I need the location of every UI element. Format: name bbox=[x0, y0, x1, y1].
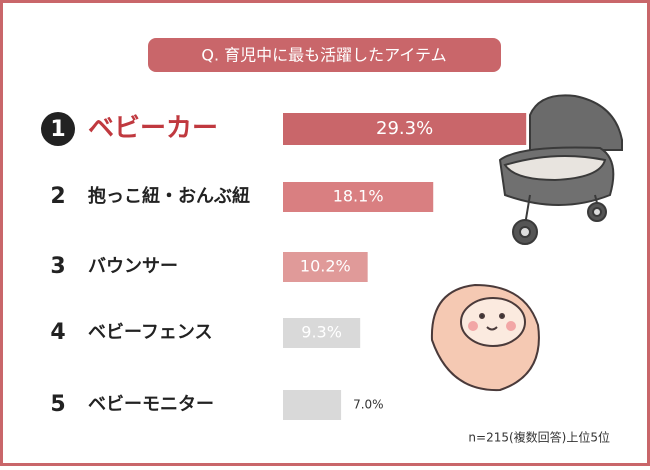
bar bbox=[283, 390, 342, 420]
category-label: ベビーカー bbox=[88, 114, 218, 144]
category-label: 抱っこ紐・おんぶ紐 bbox=[88, 185, 250, 207]
rank-number: 4 bbox=[50, 320, 65, 345]
title-pill bbox=[148, 38, 501, 72]
value-label: 7.0% bbox=[353, 398, 384, 412]
rank-number: 3 bbox=[50, 254, 65, 279]
rank-number: 1 bbox=[50, 117, 65, 142]
value-label: 10.2% bbox=[300, 257, 351, 276]
rank-number: 5 bbox=[50, 392, 65, 417]
rank-badge bbox=[41, 112, 75, 146]
stroller-illustration bbox=[498, 94, 623, 245]
category-label: バウンサー bbox=[88, 256, 178, 277]
bar bbox=[283, 182, 434, 212]
category-label: ベビーモニター bbox=[88, 394, 214, 415]
baby-illustration bbox=[430, 283, 540, 392]
bar bbox=[283, 318, 361, 348]
bar bbox=[283, 252, 368, 282]
value-label: 9.3% bbox=[301, 323, 342, 342]
bar bbox=[283, 113, 527, 145]
value-label: 18.1% bbox=[333, 187, 384, 206]
category-label: ベビーフェンス bbox=[88, 322, 213, 343]
note: n=215(複数回答)上位5位 bbox=[468, 430, 610, 445]
chart-title: Q. 育児中に最も活躍したアイテム bbox=[201, 46, 446, 65]
value-label: 29.3% bbox=[376, 118, 433, 139]
rank-number: 2 bbox=[50, 184, 65, 209]
